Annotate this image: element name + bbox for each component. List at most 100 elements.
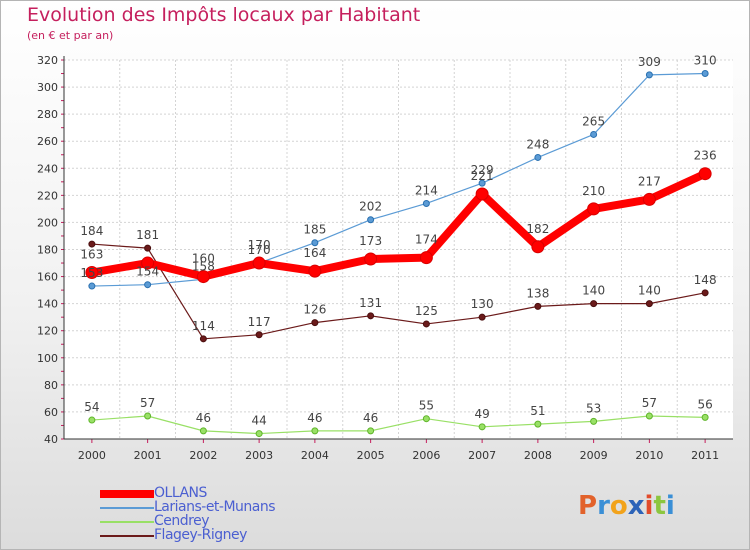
data-point-cendrey <box>422 415 430 423</box>
data-label-larians-et-munans: 265 <box>582 114 605 128</box>
data-label-larians-et-munans: 158 <box>192 259 215 273</box>
data-label-larians-et-munans: 154 <box>136 265 159 279</box>
legend-swatch <box>100 507 154 509</box>
legend-swatch <box>100 490 154 498</box>
series-line-flagey-rigney <box>91 243 706 340</box>
data-label-larians-et-munans: 185 <box>303 223 326 237</box>
x-tick-label: 2004 <box>301 449 329 462</box>
logo-letter: o <box>609 491 628 521</box>
data-label-flagey-rigney: 140 <box>582 284 605 298</box>
data-label-ollans: 217 <box>638 174 661 188</box>
data-label-ollans: 163 <box>80 248 103 262</box>
data-point-ollans <box>419 251 433 265</box>
series-line-cendrey <box>91 415 706 435</box>
data-point-larians-et-munans <box>422 199 430 207</box>
data-point-flagey-rigney <box>367 312 375 320</box>
data-point-cendrey <box>534 420 542 428</box>
data-label-larians-et-munans: 153 <box>80 266 103 280</box>
legend-label: Flagey-Rigney <box>154 527 247 543</box>
data-label-flagey-rigney: 114 <box>192 319 215 333</box>
data-label-cendrey: 44 <box>251 414 266 428</box>
data-point-flagey-rigney <box>199 335 207 343</box>
data-label-cendrey: 46 <box>363 411 378 425</box>
x-tick-label: 2003 <box>245 449 273 462</box>
legend-label: OLLANS <box>154 485 207 501</box>
y-tick-label: 40 <box>44 433 58 446</box>
x-tick-label: 2011 <box>691 449 719 462</box>
legend-swatch <box>100 521 154 523</box>
data-label-larians-et-munans: 310 <box>694 54 717 68</box>
series-line-larians-et-munans <box>91 72 706 287</box>
data-point-ollans <box>364 252 378 266</box>
data-label-ollans: 160 <box>192 252 215 266</box>
x-tick-label: 2002 <box>189 449 217 462</box>
data-point-ollans <box>308 264 322 278</box>
data-point-cendrey <box>367 427 375 435</box>
logo-letter: i <box>644 491 654 521</box>
data-point-flagey-rigney <box>590 300 598 308</box>
data-label-larians-et-munans: 202 <box>359 200 382 214</box>
data-label-cendrey: 55 <box>419 399 434 413</box>
data-label-larians-et-munans: 214 <box>415 183 438 197</box>
chart-title: Evolution des Impôts locaux par Habitant <box>27 4 421 26</box>
data-point-cendrey <box>701 413 709 421</box>
chart-subtitle: (en € et par an) <box>27 29 114 42</box>
data-label-ollans: 221 <box>471 169 494 183</box>
data-label-cendrey: 56 <box>697 397 712 411</box>
data-label-cendrey: 57 <box>642 396 657 410</box>
data-point-cendrey <box>478 423 486 431</box>
x-tick-label: 2007 <box>468 449 496 462</box>
data-label-cendrey: 54 <box>84 400 99 414</box>
y-tick-label: 60 <box>44 406 58 419</box>
y-tick-label: 200 <box>37 216 58 229</box>
logo-letter: P <box>578 491 598 521</box>
data-point-cendrey <box>255 430 263 438</box>
data-label-larians-et-munans: 309 <box>638 55 661 69</box>
legend-label: Larians-et-Munans <box>154 499 276 515</box>
y-tick-label: 80 <box>44 379 58 392</box>
data-label-ollans: 236 <box>694 149 717 163</box>
data-label-larians-et-munans: 229 <box>471 163 494 177</box>
proxiti-logo: Proxiti <box>578 491 675 521</box>
x-tick-label: 2010 <box>635 449 663 462</box>
x-tick-label: 2006 <box>412 449 440 462</box>
data-point-cendrey <box>645 412 653 420</box>
data-point-flagey-rigney <box>311 319 319 327</box>
data-point-flagey-rigney <box>144 244 152 252</box>
legend-label: Cendrey <box>154 513 210 529</box>
logo-letter: t <box>653 491 666 521</box>
data-label-ollans: 174 <box>415 233 438 247</box>
data-label-flagey-rigney: 131 <box>359 296 382 310</box>
x-tick-label: 2005 <box>357 449 385 462</box>
data-point-larians-et-munans <box>88 282 96 290</box>
data-label-cendrey: 57 <box>140 396 155 410</box>
data-point-ollans <box>698 167 712 181</box>
data-point-ollans <box>475 187 489 201</box>
data-point-flagey-rigney <box>255 331 263 339</box>
data-point-ollans <box>141 256 155 270</box>
data-point-flagey-rigney <box>88 240 96 248</box>
data-point-cendrey <box>144 412 152 420</box>
y-tick-label: 100 <box>37 352 58 365</box>
y-tick-label: 300 <box>37 81 58 94</box>
y-tick-label: 140 <box>37 298 58 311</box>
data-label-flagey-rigney: 125 <box>415 304 438 318</box>
data-point-flagey-rigney <box>422 320 430 328</box>
data-point-cendrey <box>199 427 207 435</box>
data-point-larians-et-munans <box>534 153 542 161</box>
y-tick-label: 160 <box>37 271 58 284</box>
data-label-flagey-rigney: 140 <box>638 284 661 298</box>
data-point-ollans <box>85 266 99 280</box>
y-tick-label: 180 <box>37 244 58 257</box>
data-label-larians-et-munans: 170 <box>248 243 271 257</box>
data-point-larians-et-munans <box>590 130 598 138</box>
x-tick-label: 2000 <box>78 449 106 462</box>
data-point-flagey-rigney <box>478 313 486 321</box>
data-point-ollans <box>642 192 656 206</box>
data-label-flagey-rigney: 126 <box>303 303 326 317</box>
x-tick-label: 2001 <box>134 449 162 462</box>
y-tick-label: 220 <box>37 189 58 202</box>
data-label-flagey-rigney: 117 <box>248 315 271 329</box>
data-point-ollans <box>531 240 545 254</box>
data-point-cendrey <box>590 417 598 425</box>
